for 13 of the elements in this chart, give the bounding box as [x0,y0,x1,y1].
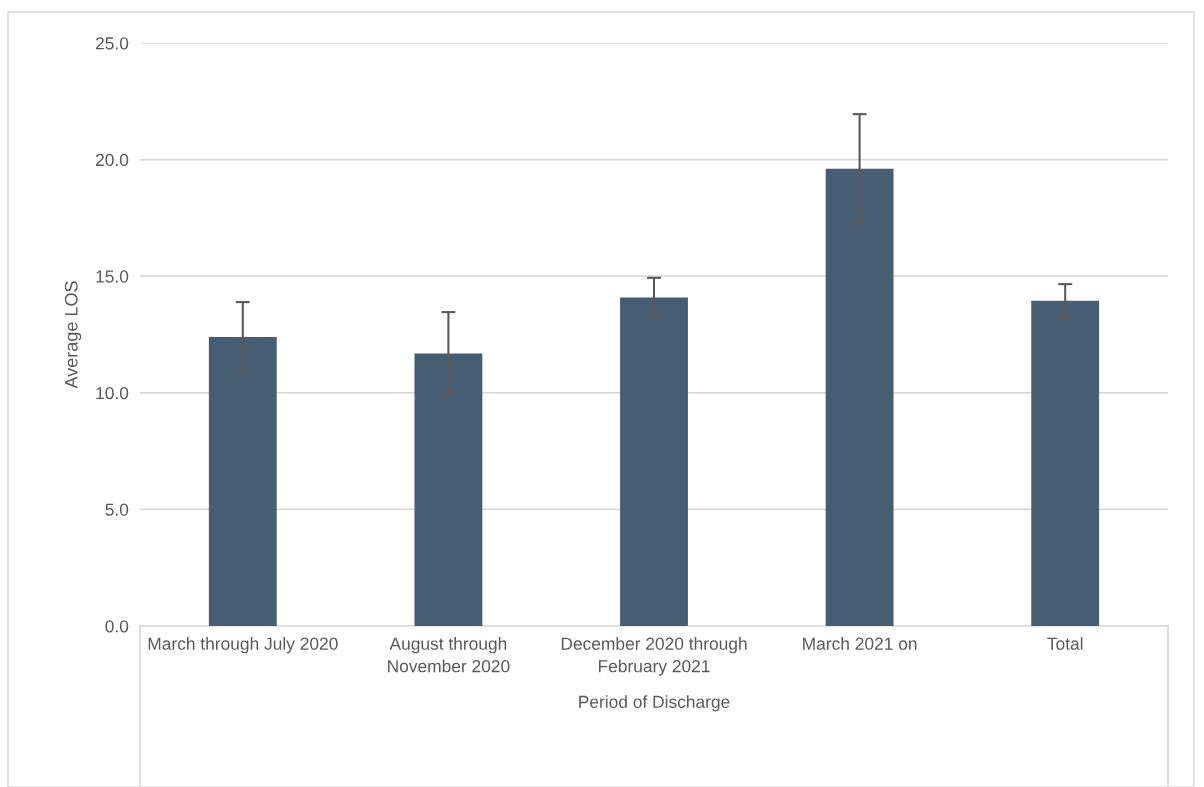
y-tick-label: 0.0 [105,620,129,633]
x-tick-label: March 2021 on [803,637,917,650]
x-tick-label: December 2020 through February 2021 [561,637,747,676]
x-tick-label: March through July 2020 [148,637,338,654]
y-tick-label: 25.0 [95,37,129,50]
x-tick-label: August through November 2020 [388,637,510,673]
y-tick-label: 10.0 [96,386,129,400]
y-axis-title: Average LOS [64,281,82,389]
y-tick-label: 15.0 [96,270,129,283]
x-axis-title: Period of Discharge [579,695,730,712]
y-tick-label: 5.0 [105,503,129,516]
y-tick-label: 20.0 [95,153,129,167]
x-tick-label: Total [1047,637,1083,650]
